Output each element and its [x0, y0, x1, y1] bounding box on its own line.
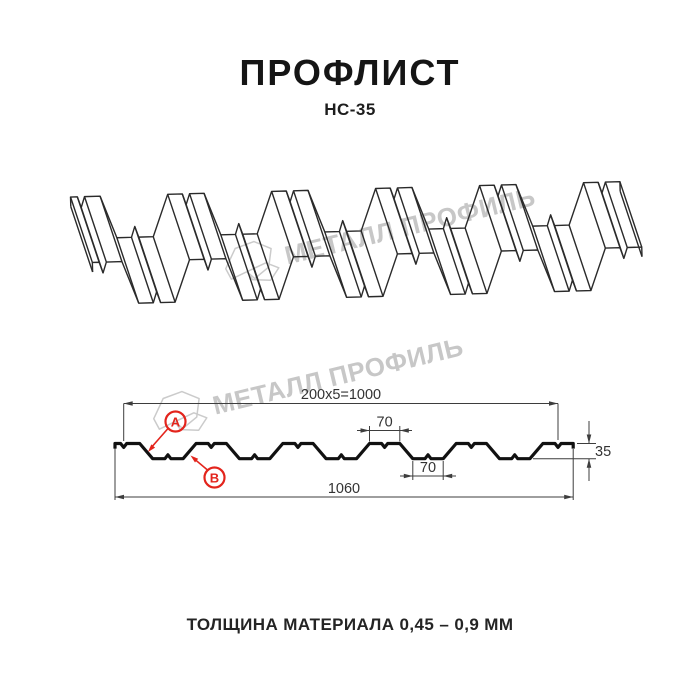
callout-b: В — [190, 455, 226, 489]
sheet-extrusion-lines — [69, 181, 643, 304]
dimension-total-width: 1060 — [114, 446, 574, 500]
profile-model: НС-35 — [324, 100, 376, 119]
cross-section-view: 200x5=1000 70 70 — [113, 387, 611, 500]
material-thickness-note: ТОЛЩИНА МАТЕРИАЛА 0,45 – 0,9 ММ — [186, 615, 514, 634]
callout-a-label: А — [171, 414, 181, 429]
dim-height-label: 35 — [595, 444, 611, 460]
sheet-front-edge — [91, 246, 643, 304]
callout-a: А — [148, 410, 187, 452]
dim-module-label: 200x5=1000 — [301, 387, 381, 403]
dimension-module: 200x5=1000 — [123, 387, 559, 441]
dimension-rib-bottom: 70 — [400, 460, 456, 480]
profile-3d-view — [69, 180, 643, 304]
dimension-height: 35 — [533, 421, 611, 481]
sheet-back-edge — [69, 180, 621, 239]
dim-rib-bottom-label: 70 — [420, 460, 436, 476]
dim-rib-top-label: 70 — [377, 415, 393, 431]
dimension-rib-top: 70 — [357, 415, 412, 442]
callout-b-label: В — [210, 470, 219, 485]
page-title: ПРОФЛИСТ — [239, 52, 461, 93]
profile-outline — [113, 441, 575, 461]
dim-total-width-label: 1060 — [328, 481, 360, 497]
